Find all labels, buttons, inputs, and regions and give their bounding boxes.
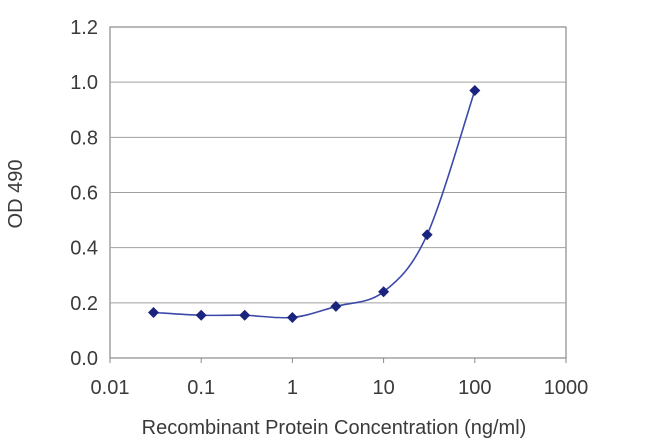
data-point [378,286,390,298]
y-axis-ticks: 0.0 0.2 0.4 0.6 0.8 1.0 1.2 [70,17,98,370]
x-tick-label: 1000 [544,377,589,399]
y-tick-label: 0.0 [70,348,98,370]
y-tick-label: 0.4 [70,238,98,260]
gridlines [110,81,566,304]
x-axis-title: Recombinant Protein Concentration (ng/ml… [142,417,527,439]
y-tick-label: 0.8 [70,127,98,149]
x-tick-label: 0.1 [187,377,215,399]
data-point [421,229,433,241]
y-tick-label: 1.0 [70,72,98,94]
series-line [153,90,476,319]
y-tick-label: 0.2 [70,293,98,315]
x-axis-ticks: 0.01 0.1 1 10 100 1000 [91,358,589,399]
data-point [195,309,207,321]
x-tick-label: 1 [287,377,298,399]
data-point [239,309,251,321]
data-point [286,311,298,323]
y-axis-title: OD 490 [5,160,27,229]
data-point [148,306,160,318]
x-tick-label: 100 [458,377,491,399]
y-tick-label: 0.6 [70,183,98,205]
x-tick-label: 0.01 [91,377,130,399]
data-point [330,300,342,312]
x-tick-label: 10 [372,377,394,399]
data-point [469,84,481,96]
series-layer [148,84,481,323]
y-tick-label: 1.2 [70,17,98,39]
